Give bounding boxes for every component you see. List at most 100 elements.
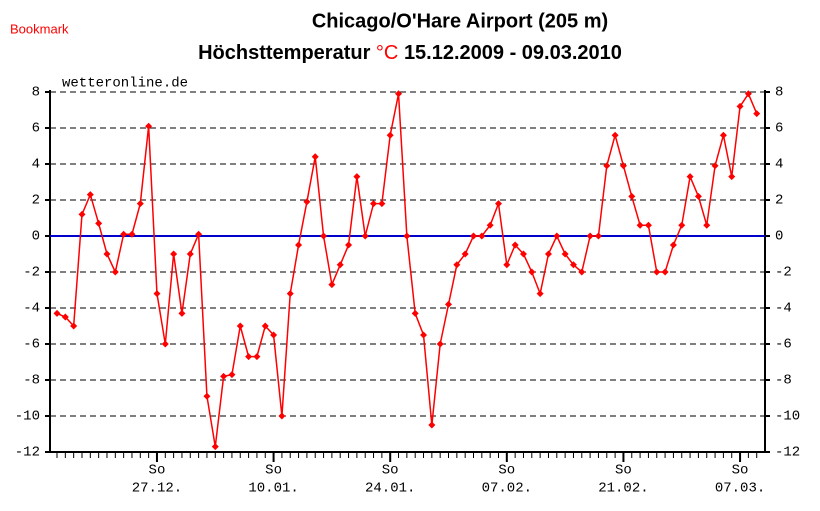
point xyxy=(220,372,228,380)
point xyxy=(170,250,178,258)
point xyxy=(53,309,61,317)
point xyxy=(494,200,502,208)
point xyxy=(728,173,736,181)
point xyxy=(103,250,111,258)
point xyxy=(436,340,444,348)
point xyxy=(336,261,344,269)
y2-tick-label: 6 xyxy=(775,121,783,137)
point xyxy=(644,221,652,229)
source: wetteronline.de xyxy=(62,76,188,92)
point xyxy=(519,250,527,258)
point xyxy=(470,232,477,240)
point xyxy=(686,173,694,181)
y2-tick-label: -12 xyxy=(775,445,800,461)
y2-tick-label: 4 xyxy=(775,157,783,173)
point xyxy=(270,331,278,339)
y-tick-label: -8 xyxy=(23,373,40,389)
x-tick-label: 07.02. xyxy=(482,481,532,497)
point xyxy=(203,392,211,400)
point xyxy=(70,322,78,330)
point xyxy=(703,221,711,229)
y2-tick-label: -8 xyxy=(775,373,792,389)
point xyxy=(295,241,303,249)
point xyxy=(228,371,236,379)
point xyxy=(653,268,661,276)
y2-tick-label: 8 xyxy=(775,85,783,101)
point xyxy=(628,192,636,200)
bookmark: Bookmark xyxy=(10,21,69,36)
point xyxy=(611,131,619,139)
point xyxy=(719,131,727,139)
y-tick-label: -10 xyxy=(15,409,40,425)
point xyxy=(178,309,186,317)
point xyxy=(95,219,103,227)
point xyxy=(261,322,269,330)
point xyxy=(245,353,253,361)
point xyxy=(586,232,594,240)
point xyxy=(694,192,702,200)
point xyxy=(111,268,119,276)
point xyxy=(744,90,752,98)
point xyxy=(428,421,436,429)
y-tick-label: -4 xyxy=(23,301,40,317)
chart-title: Chicago/O'Hare Airport (205 m) xyxy=(312,10,608,32)
point xyxy=(536,290,544,298)
x-tick-weekday: So xyxy=(732,463,749,479)
point xyxy=(561,250,569,258)
point xyxy=(486,221,494,229)
y2-tick-label: -10 xyxy=(775,409,800,425)
y-tick-label: -12 xyxy=(15,445,40,461)
point xyxy=(661,268,669,276)
subtitle-prefix: Höchsttemperatur xyxy=(198,42,370,64)
y-tick-label: 6 xyxy=(32,121,40,137)
point xyxy=(403,232,411,240)
x-tick-label: 10.01. xyxy=(248,481,298,497)
point xyxy=(603,162,611,170)
chart-subtitle: Höchsttemperatur °C 15.12.2009 - 09.03.2… xyxy=(198,42,622,64)
y-tick-label: -6 xyxy=(23,337,40,353)
point xyxy=(78,210,86,218)
point xyxy=(736,102,744,110)
y-tick-label: -2 xyxy=(23,265,40,281)
x-tick-label: 07.03. xyxy=(715,481,765,497)
point xyxy=(553,232,561,240)
point xyxy=(236,322,244,330)
point xyxy=(320,232,328,240)
point xyxy=(253,353,261,361)
subtitle-period: 15.12.2009 - 09.03.2010 xyxy=(404,42,622,64)
point xyxy=(128,230,136,238)
point xyxy=(395,90,403,98)
point xyxy=(211,443,219,451)
point xyxy=(420,331,428,339)
point xyxy=(345,241,353,249)
point xyxy=(61,313,69,321)
x-tick-weekday: So xyxy=(615,463,632,479)
point xyxy=(370,200,378,208)
point xyxy=(361,232,369,240)
y2-tick-label: 2 xyxy=(775,193,783,209)
point xyxy=(478,232,486,240)
point xyxy=(311,153,319,161)
point xyxy=(445,300,453,308)
point xyxy=(195,230,203,238)
point xyxy=(528,268,536,276)
point xyxy=(753,110,761,118)
x-tick-label: 24.01. xyxy=(365,481,415,497)
point xyxy=(711,162,719,170)
y2-tick-label: 0 xyxy=(775,229,783,245)
point xyxy=(378,200,386,208)
point xyxy=(453,261,461,269)
y-tick-label: 4 xyxy=(32,157,40,173)
x-tick-label: 27.12. xyxy=(132,481,182,497)
point xyxy=(594,232,602,240)
x-tick-weekday: So xyxy=(498,463,515,479)
point xyxy=(511,241,519,249)
y-tick-label: 8 xyxy=(32,85,40,101)
point xyxy=(328,281,336,289)
point xyxy=(186,250,194,258)
point xyxy=(120,230,128,238)
y-tick-label: 2 xyxy=(32,193,40,209)
point xyxy=(578,268,586,276)
point xyxy=(161,340,169,348)
point xyxy=(386,131,394,139)
